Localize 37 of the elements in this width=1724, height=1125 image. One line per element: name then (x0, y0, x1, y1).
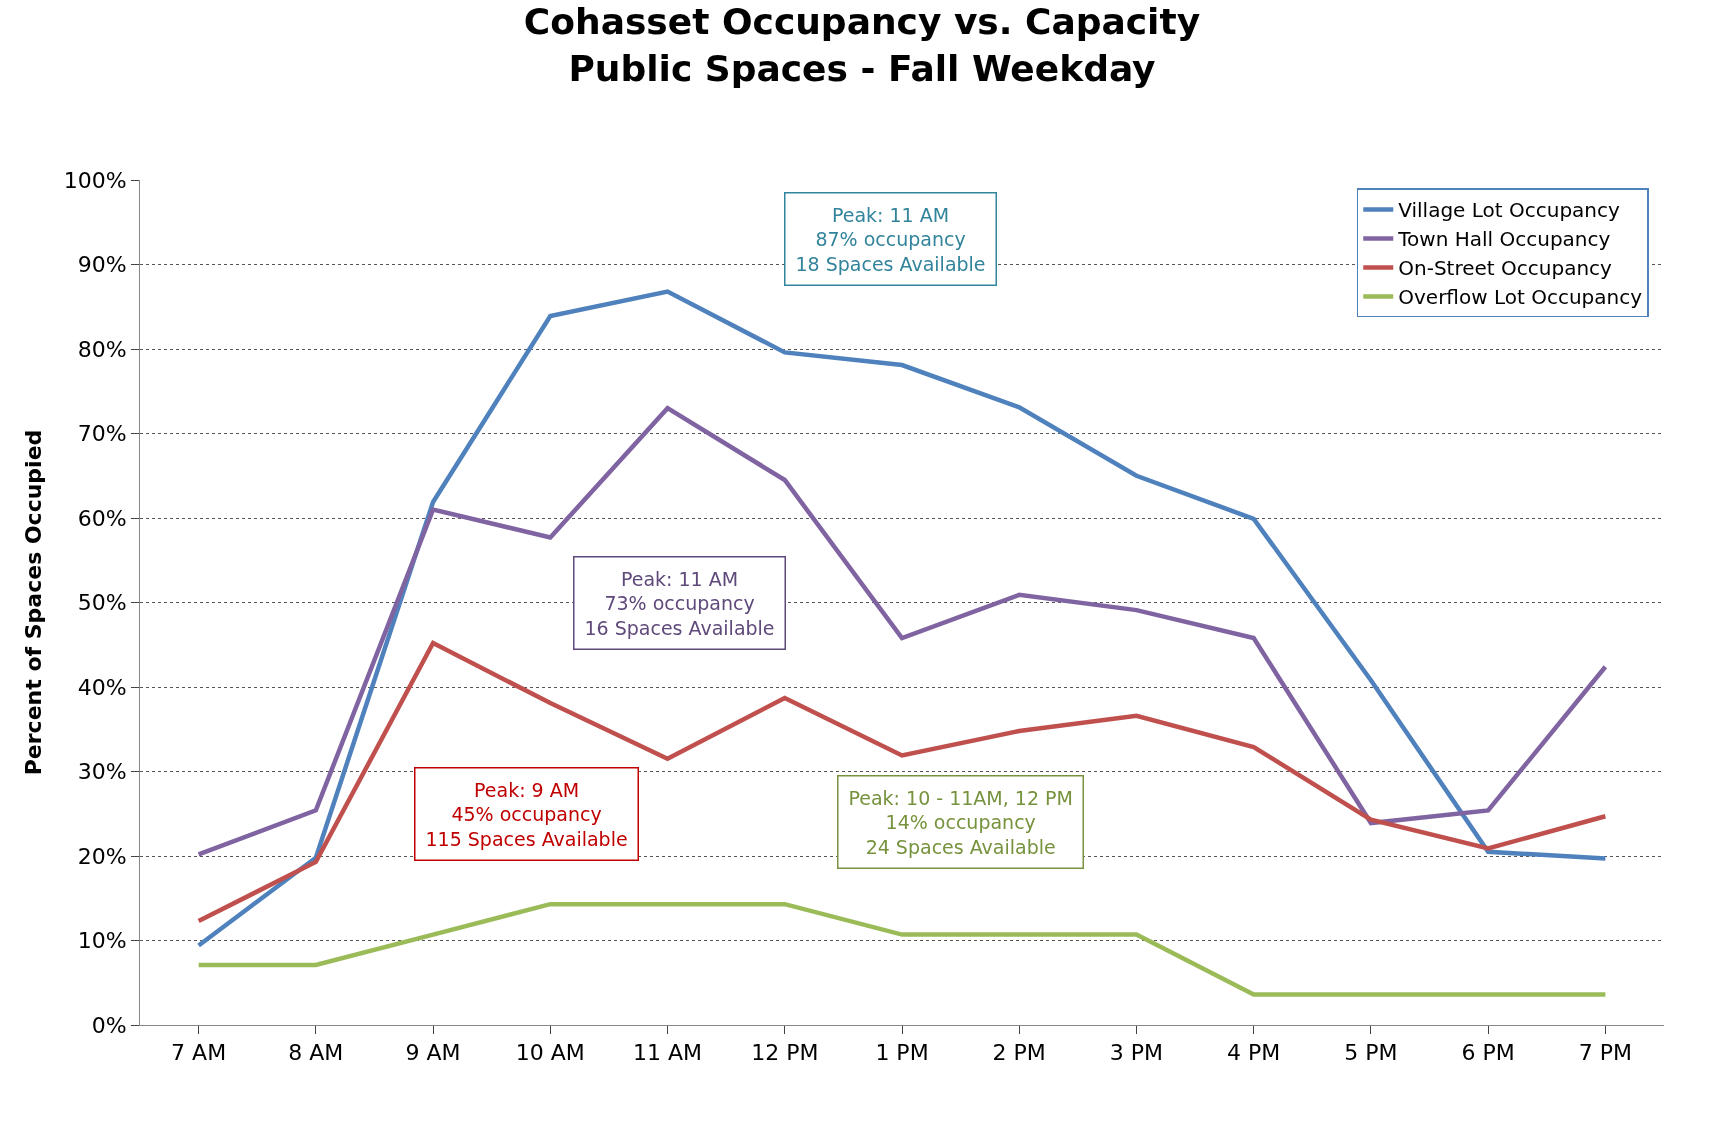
x-tick-label: 4 PM (1227, 1040, 1281, 1066)
y-tick-label: 70% (77, 421, 127, 447)
line-series (196, 901, 1608, 997)
x-tick-label: 11 AM (633, 1040, 703, 1066)
x-tick-label: 2 PM (992, 1040, 1046, 1066)
x-tick-label: 8 AM (288, 1040, 344, 1066)
y-tick-label: 60% (77, 505, 127, 531)
y-axis-title: Percent of Spaces Occupied (21, 429, 47, 776)
x-tick-label: 12 PM (751, 1040, 819, 1066)
annotation: Peak: 11 AM 73% occupancy 16 Spaces Available (584, 567, 775, 639)
chart-title: Cohasset Occupancy vs. Capacity Public Spaces - Fall Weekday (523, 0, 1201, 89)
annotation: Peak: 9 AM 45% occupancy 115 Spaces Available (425, 778, 628, 850)
legend-label: Overflow Lot Occupancy (1398, 285, 1643, 310)
line-series (196, 405, 1608, 857)
line-series (196, 640, 1608, 924)
legend-label: Town Hall Occupancy (1397, 227, 1611, 252)
legend-label: On-Street Occupancy (1398, 256, 1613, 281)
y-tick-label: 40% (77, 674, 127, 700)
annotation: Peak: 10 - 11AM, 12 PM 14% occupancy 24 Spaces Available (848, 786, 1073, 858)
x-tick-label: 7 PM (1578, 1040, 1633, 1066)
y-tick-label: 10% (77, 928, 127, 954)
legend-label: Village Lot Occupancy (1398, 198, 1621, 223)
x-tick-label: 1 PM (875, 1040, 929, 1066)
y-tick-label: 30% (77, 759, 127, 785)
x-tick-label: 6 PM (1461, 1040, 1515, 1066)
x-tick-label: 7 AM (171, 1040, 227, 1066)
y-tick-label: 50% (77, 590, 127, 616)
x-tick-label: 5 PM (1344, 1040, 1398, 1066)
x-tick-label: 10 AM (515, 1040, 585, 1066)
y-tick-label: 90% (77, 252, 127, 278)
x-tick-label: 3 PM (1109, 1040, 1164, 1066)
y-tick-label: 100% (63, 167, 127, 193)
annotation: Peak: 11 AM 87% occupancy 18 Spaces Available (795, 203, 986, 275)
x-tick-label: 9 AM (405, 1040, 461, 1066)
y-tick-label: 0% (91, 1012, 127, 1038)
y-tick-label: 80% (77, 336, 127, 362)
y-tick-label: 20% (77, 843, 127, 869)
